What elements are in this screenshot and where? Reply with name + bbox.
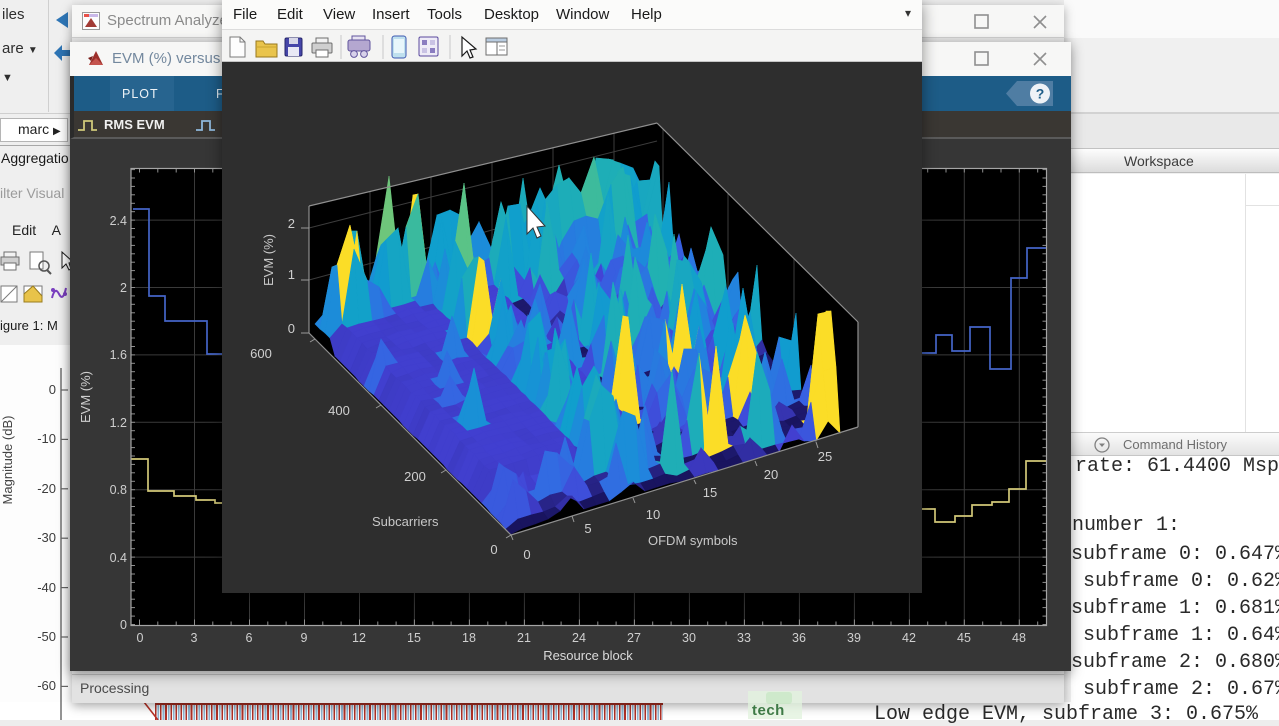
svg-text:48: 48 (1012, 631, 1026, 645)
svg-text:Resource block: Resource block (543, 648, 633, 663)
svg-text:5: 5 (584, 521, 591, 536)
svg-text:2: 2 (120, 281, 127, 295)
svg-text:400: 400 (328, 403, 350, 418)
svg-text:30: 30 (682, 631, 696, 645)
svg-text:-60: -60 (37, 678, 56, 693)
svg-text:?: ? (1036, 86, 1045, 102)
svg-text:21: 21 (517, 631, 531, 645)
svg-text:0.8: 0.8 (110, 483, 127, 497)
svg-text:15: 15 (407, 631, 421, 645)
svg-text:33: 33 (737, 631, 751, 645)
svg-text:3: 3 (191, 631, 198, 645)
svg-text:0: 0 (523, 547, 530, 562)
svg-text:1.2: 1.2 (110, 416, 127, 430)
svg-text:27: 27 (627, 631, 641, 645)
svg-text:45: 45 (957, 631, 971, 645)
svg-text:Command History: Command History (1123, 437, 1228, 452)
svg-text:18: 18 (462, 631, 476, 645)
svg-text:39: 39 (847, 631, 861, 645)
svg-text:-50: -50 (37, 629, 56, 644)
svg-text:2.4: 2.4 (110, 214, 127, 228)
svg-text:2: 2 (288, 216, 295, 231)
svg-text:6: 6 (246, 631, 253, 645)
svg-text:9: 9 (301, 631, 308, 645)
svg-text:Magnitude (dB): Magnitude (dB) (0, 416, 15, 505)
svg-text:-10: -10 (37, 431, 56, 446)
svg-text:1: 1 (288, 267, 295, 282)
svg-text:15: 15 (703, 485, 717, 500)
svg-text:Subcarriers: Subcarriers (372, 514, 439, 529)
svg-text:0.4: 0.4 (110, 551, 127, 565)
svg-text:10: 10 (646, 507, 660, 522)
svg-text:600: 600 (250, 346, 272, 361)
svg-text:-40: -40 (37, 580, 56, 595)
svg-text:36: 36 (792, 631, 806, 645)
svg-text:0: 0 (120, 618, 127, 632)
svg-text:0: 0 (490, 542, 497, 557)
svg-text:OFDM symbols: OFDM symbols (648, 533, 738, 548)
svg-text:0: 0 (49, 382, 56, 397)
svg-text:1.6: 1.6 (110, 348, 127, 362)
svg-text:0: 0 (137, 631, 144, 645)
svg-text:20: 20 (764, 467, 778, 482)
svg-text:12: 12 (352, 631, 366, 645)
svg-text:EVM (%): EVM (%) (261, 234, 276, 286)
svg-text:200: 200 (404, 469, 426, 484)
svg-text:RMS EVM: RMS EVM (104, 117, 165, 132)
svg-text:-30: -30 (37, 530, 56, 545)
svg-text:EVM (%): EVM (%) (78, 371, 93, 423)
svg-text:0: 0 (288, 321, 295, 336)
svg-text:25: 25 (818, 449, 832, 464)
svg-text:24: 24 (572, 631, 586, 645)
svg-text:-20: -20 (37, 481, 56, 496)
svg-text:42: 42 (902, 631, 916, 645)
